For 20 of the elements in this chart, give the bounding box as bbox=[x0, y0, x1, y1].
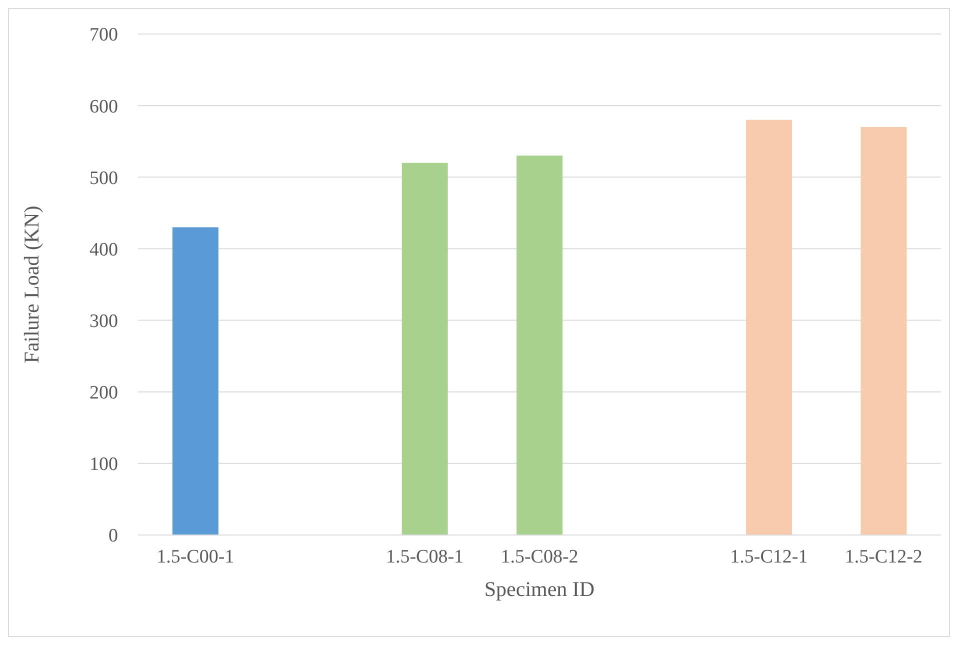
y-tick-label: 100 bbox=[90, 454, 118, 476]
x-axis-title: Specimen ID bbox=[484, 576, 595, 601]
x-tick-label: 1.5-C08-2 bbox=[500, 546, 578, 568]
y-tick-label: 500 bbox=[90, 168, 118, 189]
y-tick-label: 0 bbox=[108, 526, 118, 547]
y-tick-label: 200 bbox=[90, 382, 118, 404]
y-tick-label: 700 bbox=[90, 24, 118, 46]
bar bbox=[746, 120, 792, 535]
y-tick-label: 600 bbox=[90, 96, 118, 118]
x-tick-label: 1.5-C12-2 bbox=[844, 546, 922, 568]
bar bbox=[516, 156, 563, 535]
x-tick-label: 1.5-C00-1 bbox=[156, 546, 234, 568]
bar bbox=[402, 162, 448, 535]
x-tick-label: 1.5-C08-1 bbox=[386, 546, 464, 568]
y-tick-label: 300 bbox=[90, 311, 118, 332]
bar bbox=[860, 127, 907, 535]
y-axis-title: Failure Load (KN) bbox=[19, 206, 44, 364]
y-tick-label: 400 bbox=[90, 239, 118, 260]
x-tick-label: 1.5-C12-1 bbox=[730, 546, 808, 568]
bar bbox=[172, 227, 218, 535]
